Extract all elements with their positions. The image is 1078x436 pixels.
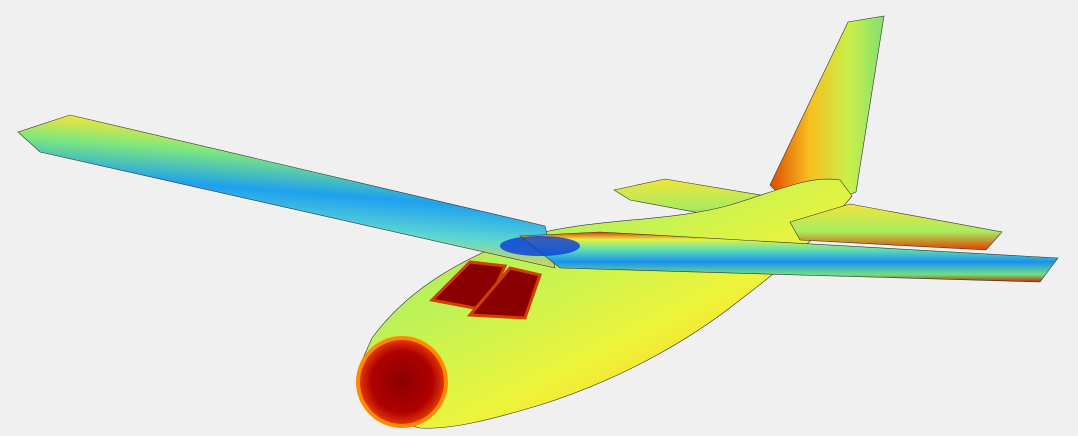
wing-root [500, 236, 580, 256]
cockpit-window [466, 266, 542, 320]
horizontal-tail-right [789, 203, 1003, 251]
nose [356, 336, 448, 428]
wing-right [519, 231, 1059, 283]
wing-left [17, 114, 556, 269]
